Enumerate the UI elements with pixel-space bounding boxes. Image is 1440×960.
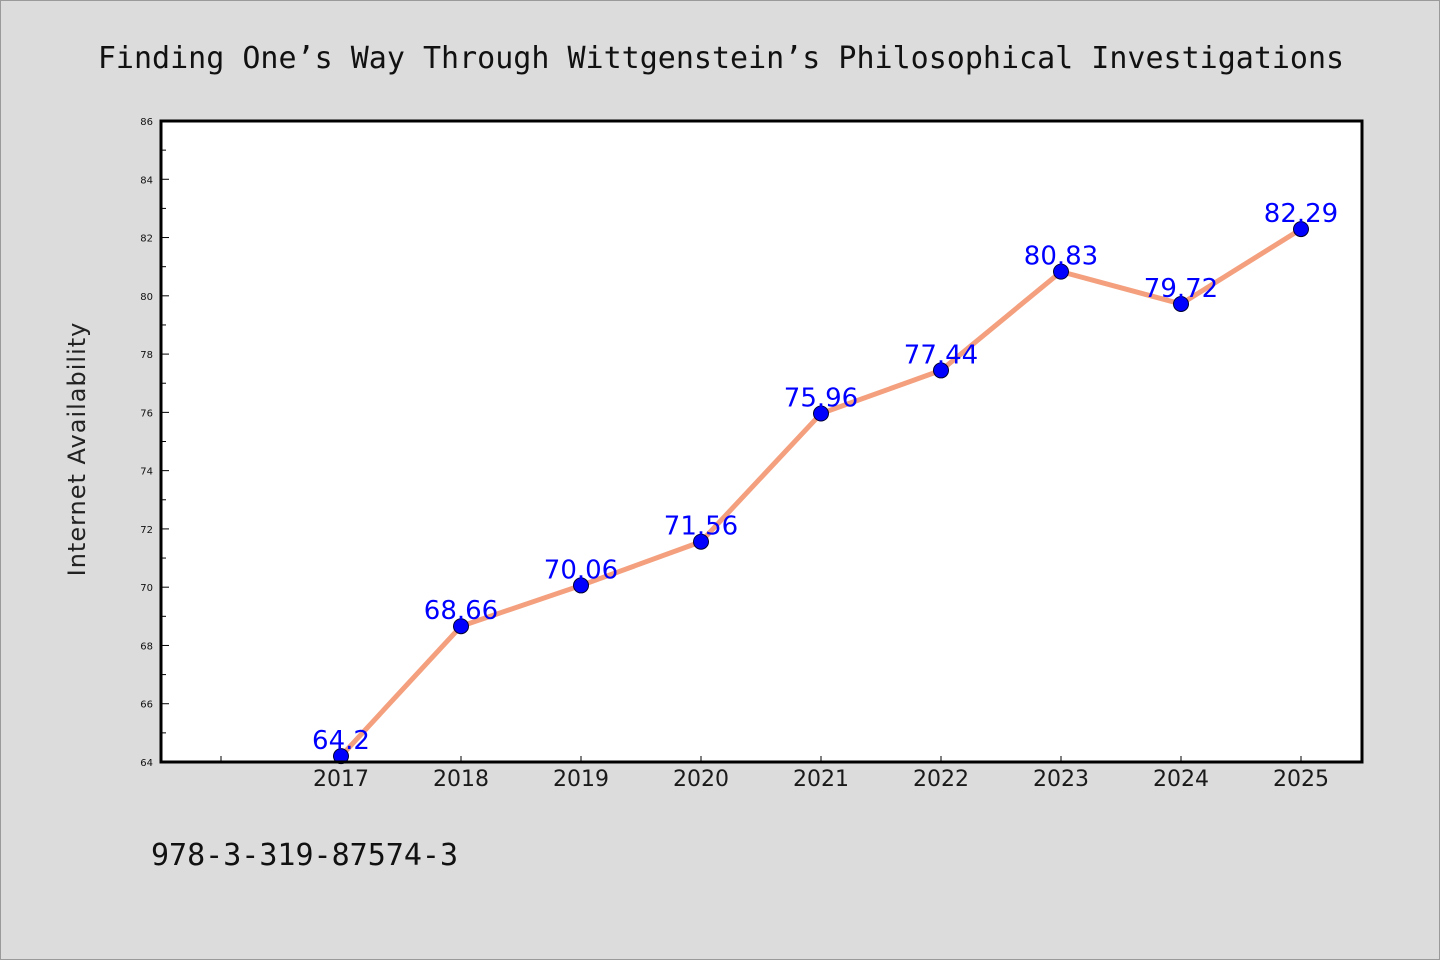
y-tick-label: 68 bbox=[140, 641, 153, 652]
data-label: 64.2 bbox=[312, 726, 370, 756]
y-tick-label: 84 bbox=[140, 175, 153, 186]
data-markers bbox=[333, 221, 1309, 765]
data-point bbox=[573, 577, 589, 594]
y-tick-label: 82 bbox=[140, 234, 153, 245]
data-label: 79.72 bbox=[1144, 274, 1218, 304]
data-labels: 64.2 68.66 70.06 71.56 75.96 77.44 80.83 79.72 8… bbox=[312, 199, 1338, 756]
y-tick-label: 76 bbox=[140, 408, 153, 419]
plot-area bbox=[161, 121, 1362, 762]
x-tick-label: 2017 bbox=[313, 767, 369, 792]
x-tick-label: 2020 bbox=[673, 767, 729, 792]
data-point bbox=[1053, 263, 1069, 280]
y-tick-label: 72 bbox=[140, 525, 153, 536]
x-tick-label: 2018 bbox=[433, 767, 489, 792]
data-point bbox=[933, 362, 949, 379]
y-tick-label: 64 bbox=[140, 758, 153, 769]
y-tick-label: 66 bbox=[140, 700, 153, 711]
y-tick-label: 80 bbox=[140, 292, 153, 303]
x-tick-label: 2021 bbox=[793, 767, 849, 792]
x-tick-label: 2019 bbox=[553, 767, 609, 792]
y-axis-ticks: 64 66 68 70 72 74 76 78 80 82 84 86 bbox=[140, 117, 169, 769]
data-label: 80.83 bbox=[1024, 242, 1098, 272]
x-tick-label: 2025 bbox=[1273, 767, 1329, 792]
isbn-footer: 978-3-319-87574-3 bbox=[151, 838, 458, 873]
x-tick-label: 2022 bbox=[913, 767, 969, 792]
data-point bbox=[333, 748, 349, 765]
data-label: 82.29 bbox=[1264, 199, 1338, 229]
data-label: 68.66 bbox=[424, 596, 498, 626]
data-label: 71.56 bbox=[664, 512, 738, 542]
x-axis-ticks: 2017 2018 2019 2020 2021 2022 2023 2024 2025 bbox=[220, 756, 1329, 792]
y-tick-label: 74 bbox=[140, 467, 153, 478]
y-tick-label: 86 bbox=[140, 117, 153, 128]
data-point bbox=[813, 405, 829, 422]
chart-title: Finding One’s Way Through Wittgenstein’s… bbox=[98, 41, 1344, 76]
data-point bbox=[453, 618, 469, 635]
plot-frame bbox=[159, 119, 1364, 764]
data-point bbox=[693, 533, 709, 550]
data-point bbox=[1293, 221, 1309, 238]
x-tick-label: 2023 bbox=[1033, 767, 1089, 792]
data-label: 70.06 bbox=[544, 555, 618, 585]
y-tick-label: 78 bbox=[140, 350, 153, 361]
data-label: 77.44 bbox=[904, 340, 978, 370]
data-point bbox=[1173, 295, 1189, 312]
y-axis-label: Internet Availability bbox=[63, 322, 91, 577]
data-label: 75.96 bbox=[784, 384, 858, 414]
y-tick-label: 70 bbox=[140, 583, 153, 594]
x-tick-label: 2024 bbox=[1153, 767, 1209, 792]
